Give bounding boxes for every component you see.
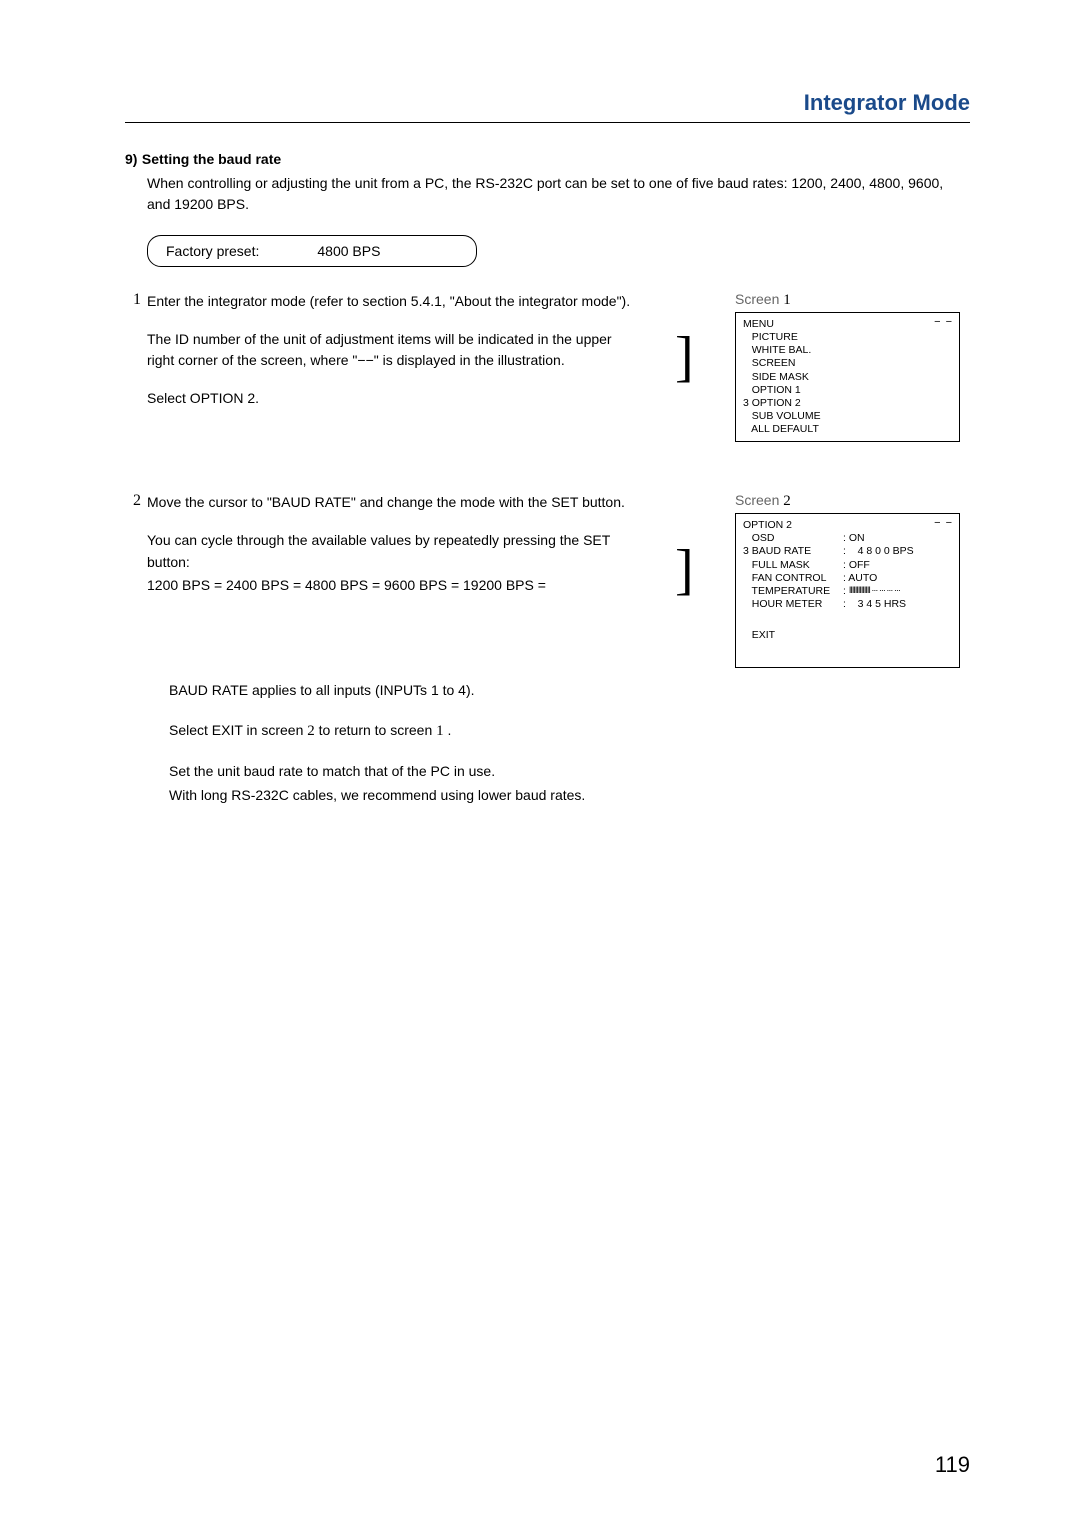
screen2-row: 3 BAUD RATE: 4 8 0 0 BPS (743, 545, 952, 558)
screen2-wrap: Screen 2 − − OPTION 2 OSD: ON3 BAUD RATE… (735, 492, 995, 668)
screen1-line-0: MENU (743, 318, 952, 331)
preset-value: 4800 BPS (317, 243, 380, 259)
bracket-icon: ] (675, 329, 695, 385)
step2-p2: You can cycle through the available valu… (147, 530, 635, 573)
screen2-title: OPTION 2 (743, 519, 952, 532)
step2-row: 2 Move the cursor to "BAUD RATE" and cha… (125, 492, 970, 668)
step1-body: Enter the integrator mode (refer to sect… (147, 291, 635, 442)
screen1-line-6: 3 OPTION 2 (743, 397, 952, 410)
follow-p1: BAUD RATE applies to all inputs (INPUTs … (169, 680, 970, 702)
follow-p2: Select EXIT in screen 2 to return to scr… (169, 720, 970, 743)
page-header: Integrator Mode (125, 90, 970, 123)
screen1-line-8: ALL DEFAULT (743, 423, 952, 436)
follow-p2n1: 2 (307, 723, 315, 739)
section-number: 9) (125, 151, 137, 167)
screen2-row: FAN CONTROL: AUTO (743, 572, 952, 585)
step1-number: 1 (125, 291, 147, 442)
step2-p1: Move the cursor to "BAUD RATE" and chang… (147, 492, 635, 514)
step2-number: 2 (125, 492, 147, 668)
screen1-line-3: SCREEN (743, 357, 952, 370)
screen1-line-7: SUB VOLUME (743, 410, 952, 423)
screen1-label: Screen 1 (735, 291, 995, 309)
preset-label: Factory preset: (166, 243, 259, 259)
screen2-row: HOUR METER: 3 4 5 HRS (743, 598, 952, 611)
screen2-label-text: Screen (735, 492, 779, 508)
screen2-box: − − OPTION 2 OSD: ON3 BAUD RATE: 4 8 0 0… (735, 513, 960, 668)
step2-body: Move the cursor to "BAUD RATE" and chang… (147, 492, 635, 668)
screen2-label: Screen 2 (735, 492, 995, 510)
follow-p2c: . (444, 722, 452, 738)
follow-p2b: to return to screen (315, 722, 436, 738)
screen1-line-1: PICTURE (743, 331, 952, 344)
screen1-line-5: OPTION 1 (743, 384, 952, 397)
screen1-box: − − MENU PICTURE WHITE BAL. SCREEN SIDE … (735, 312, 960, 442)
header-title: Integrator Mode (804, 90, 970, 115)
section-heading: 9) Setting the baud rate (125, 151, 970, 169)
step2-p3: 1200 BPS = 2400 BPS = 4800 BPS = 9600 BP… (147, 575, 635, 597)
page-number: 119 (935, 1452, 970, 1478)
factory-preset-box: Factory preset: 4800 BPS (147, 235, 477, 267)
follow-p2a: Select EXIT in screen (169, 722, 307, 738)
follow-p4: With long RS-232C cables, we recommend u… (169, 785, 970, 807)
screen1-label-text: Screen (735, 291, 779, 307)
section-intro: When controlling or adjusting the unit f… (147, 173, 970, 215)
screen2-row: OSD: ON (743, 532, 952, 545)
step1-row: 1 Enter the integrator mode (refer to se… (125, 291, 970, 442)
screen1-label-num: 1 (783, 292, 791, 308)
screen1-wrap: Screen 1 − − MENU PICTURE WHITE BAL. SCR… (735, 291, 995, 442)
screen2-exit: EXIT (743, 629, 952, 642)
screen1-line-4: SIDE MASK (743, 371, 952, 384)
screen2-corner: − − (934, 517, 953, 531)
follow-p3: Set the unit baud rate to match that of … (169, 761, 970, 783)
section-title: Setting the baud rate (142, 151, 281, 167)
step1-p2: The ID number of the unit of adjustment … (147, 329, 635, 372)
follow-p2n2: 1 (436, 723, 444, 739)
screen1-line-2: WHITE BAL. (743, 344, 952, 357)
follow-text: BAUD RATE applies to all inputs (INPUTs … (169, 680, 970, 806)
screen2-label-num: 2 (783, 493, 791, 509)
step1-p1: Enter the integrator mode (refer to sect… (147, 291, 635, 313)
screen1-corner: − − (934, 316, 953, 330)
screen2-row: FULL MASK: OFF (743, 559, 952, 572)
step1-p3: Select OPTION 2. (147, 388, 635, 410)
bracket-icon-2: ] (675, 542, 695, 598)
screen2-row: TEMPERATURE: IIIIIIIIIIIIII ··· ··· ··· … (743, 585, 952, 598)
